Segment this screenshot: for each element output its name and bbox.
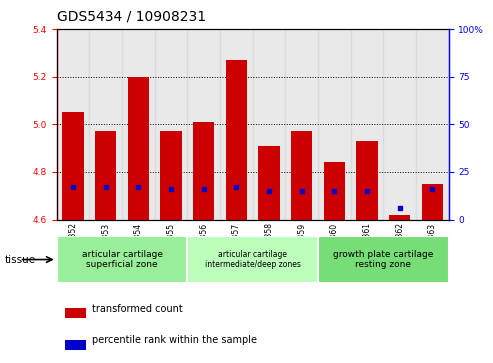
Bar <box>89 29 122 220</box>
Bar <box>122 29 155 220</box>
Bar <box>65 340 86 350</box>
Bar <box>155 29 187 220</box>
Bar <box>291 131 312 220</box>
Bar <box>226 60 247 220</box>
Bar <box>160 131 181 220</box>
Bar <box>57 29 89 220</box>
Text: articular cartilage
intermediate/deep zones: articular cartilage intermediate/deep zo… <box>205 250 301 269</box>
Bar <box>285 29 318 220</box>
Text: percentile rank within the sample: percentile rank within the sample <box>92 335 257 346</box>
Bar <box>351 29 383 220</box>
Bar <box>220 29 252 220</box>
Bar <box>57 236 187 283</box>
Text: articular cartilage
superficial zone: articular cartilage superficial zone <box>81 250 163 269</box>
Bar <box>318 29 351 220</box>
Text: transformed count: transformed count <box>92 303 183 314</box>
Bar <box>65 308 86 318</box>
Bar <box>318 236 449 283</box>
Bar <box>187 29 220 220</box>
Bar <box>356 141 378 220</box>
Bar <box>416 29 449 220</box>
Text: growth plate cartilage
resting zone: growth plate cartilage resting zone <box>333 250 433 269</box>
Bar <box>422 184 443 220</box>
Text: GDS5434 / 10908231: GDS5434 / 10908231 <box>57 9 206 24</box>
Bar <box>389 215 410 220</box>
Bar <box>187 236 318 283</box>
Text: tissue: tissue <box>5 255 36 265</box>
Bar <box>252 29 285 220</box>
Bar <box>128 77 149 220</box>
Bar <box>63 113 84 220</box>
Bar <box>324 163 345 220</box>
Bar <box>193 122 214 220</box>
Bar <box>258 146 280 220</box>
Bar <box>383 29 416 220</box>
Bar <box>95 131 116 220</box>
